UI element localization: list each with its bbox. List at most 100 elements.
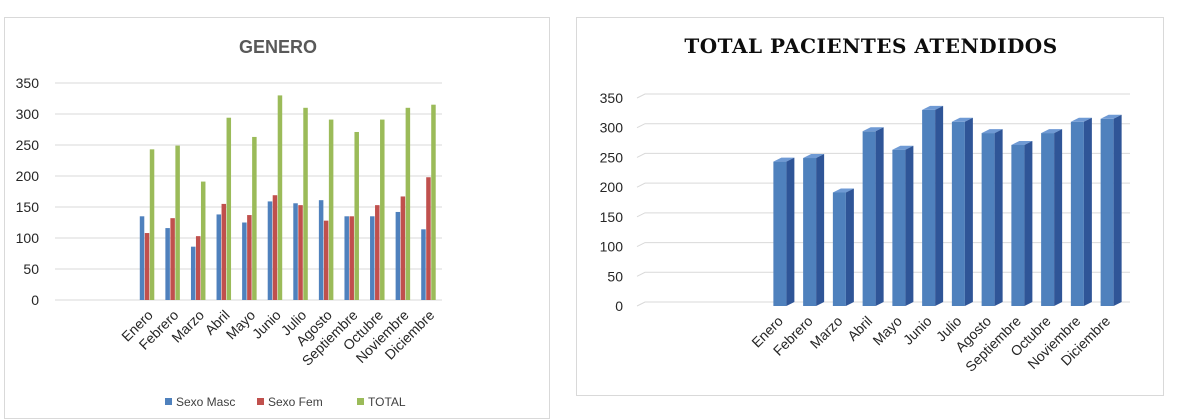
bar-side xyxy=(875,127,884,306)
legend-label: TOTAL xyxy=(368,395,406,409)
y-tick-label: 0 xyxy=(615,298,623,314)
legend-swatch xyxy=(165,398,172,405)
bar-top xyxy=(951,117,973,122)
bar-sexo-masc xyxy=(293,203,298,300)
bar-front xyxy=(892,149,906,306)
bar-sexo-fem xyxy=(272,195,278,300)
bar-3d-column xyxy=(832,188,854,306)
legend-label: Sexo Masc xyxy=(176,395,235,409)
y-tick-label: 200 xyxy=(600,179,624,195)
bar-total xyxy=(431,104,436,300)
y-tick-label: 0 xyxy=(31,292,39,308)
bar-front xyxy=(1070,121,1084,307)
total-pacientes-chart-svg: TOTAL PACIENTES ATENDIDOS 0 50 100 150 200 25… xyxy=(600,34,1130,375)
bar-top xyxy=(892,145,914,150)
bar-sexo-fem xyxy=(298,205,303,300)
chart-title: GENERO xyxy=(239,37,317,57)
y-tick-label: 50 xyxy=(607,268,623,284)
y-tick-label: 250 xyxy=(600,149,624,165)
bar-front xyxy=(981,133,995,306)
chart-genero: GENERO 0 50 100 150 200 250 300 350 Enero Febrer… xyxy=(4,17,550,419)
bar-front xyxy=(803,158,817,306)
bar-top xyxy=(1041,129,1063,134)
bar-total xyxy=(277,95,283,301)
bar-top xyxy=(1011,140,1033,145)
bar-3d-column xyxy=(773,157,795,306)
x-category-label: Junio xyxy=(900,313,935,348)
bar-sexo-fem xyxy=(323,220,329,300)
bar-3d-column xyxy=(1070,117,1092,307)
x-axis-categories: EneroFebreroMarzoAbrilMayoJunioJulioAgos… xyxy=(118,307,437,369)
bar-total xyxy=(252,136,257,300)
bar-sexo-masc xyxy=(421,229,426,300)
bar-top xyxy=(832,188,854,193)
genero-chart-svg: GENERO 0 50 100 150 200 250 300 350 EneroFebrer… xyxy=(16,37,442,409)
bar-sexo-fem xyxy=(195,236,201,300)
chart-total-pacientes: TOTAL PACIENTES ATENDIDOS 0 50 100 150 200 25… xyxy=(576,17,1164,396)
bar-front xyxy=(832,192,846,306)
bar-total xyxy=(200,181,206,300)
gridline xyxy=(636,93,1130,99)
bar-total xyxy=(405,107,411,300)
bar-top xyxy=(1070,117,1092,122)
bar-top xyxy=(773,157,795,162)
bar-sexo-masc xyxy=(190,246,196,300)
bar-sexo-masc xyxy=(370,216,375,300)
x-category-label: Junio xyxy=(249,307,284,342)
bar-3d-column xyxy=(951,117,973,307)
bar-3d-column xyxy=(892,145,914,306)
bar-sexo-fem xyxy=(221,203,227,300)
bar-front xyxy=(1041,133,1055,306)
y-tick-label: 200 xyxy=(16,168,40,184)
bar-3d-column xyxy=(922,105,944,306)
y-tick-label: 300 xyxy=(16,106,40,122)
bar-total xyxy=(380,119,385,300)
chart-title: TOTAL PACIENTES ATENDIDOS xyxy=(684,34,1057,58)
bar-side xyxy=(1024,140,1033,306)
y-axis-ticks: 0 50 100 150 200 250 300 350 xyxy=(600,90,624,314)
y-axis-ticks: 0 50 100 150 200 250 300 350 xyxy=(16,75,40,308)
bar-3d-column xyxy=(862,127,884,306)
bar-side xyxy=(1054,129,1063,306)
bar-top xyxy=(862,127,884,132)
bar-sexo-masc xyxy=(344,216,349,300)
bar-top xyxy=(1100,114,1122,119)
y-tick-label: 250 xyxy=(16,137,40,153)
y-tick-label: 150 xyxy=(16,199,40,215)
bar-front xyxy=(1100,118,1114,306)
bar-side xyxy=(1083,117,1092,307)
bar-total xyxy=(354,131,359,300)
x-category-label: Marzo xyxy=(807,313,846,352)
bar-sexo-masc xyxy=(267,201,273,300)
y-tick-label: 350 xyxy=(16,75,40,91)
x-axis-categories: EneroFebreroMarzoAbrilMayoJunioJulioAgos… xyxy=(748,313,1113,375)
legend-label: Sexo Fem xyxy=(268,395,323,409)
bar-sexo-fem xyxy=(247,215,252,300)
legend-swatch xyxy=(357,398,364,405)
y-tick-label: 350 xyxy=(600,90,624,106)
legend-swatch xyxy=(257,398,264,405)
bars xyxy=(139,95,436,301)
bar-sexo-fem xyxy=(144,233,150,300)
y-tick-label: 100 xyxy=(16,230,40,246)
bar-total xyxy=(175,145,180,300)
x-category-label: Mayo xyxy=(869,313,905,349)
bar-sexo-masc xyxy=(395,211,401,300)
bar-side xyxy=(1113,114,1122,306)
bar-side xyxy=(994,129,1003,306)
bar-side xyxy=(935,105,944,306)
bar-sexo-fem xyxy=(426,177,431,300)
bar-top xyxy=(803,154,825,159)
gridline xyxy=(636,123,1130,129)
bar-side xyxy=(816,154,825,306)
bar-3d-column xyxy=(803,154,825,306)
bar-total xyxy=(328,119,334,300)
y-tick-label: 100 xyxy=(600,239,624,255)
bar-front xyxy=(1011,144,1025,306)
bar-side xyxy=(845,188,854,306)
legend: Sexo Masc Sexo Fem TOTAL xyxy=(165,395,406,409)
y-tick-label: 50 xyxy=(23,261,39,277)
bar-front xyxy=(862,131,876,306)
bar-total xyxy=(303,107,308,300)
bar-sexo-fem xyxy=(375,205,380,300)
